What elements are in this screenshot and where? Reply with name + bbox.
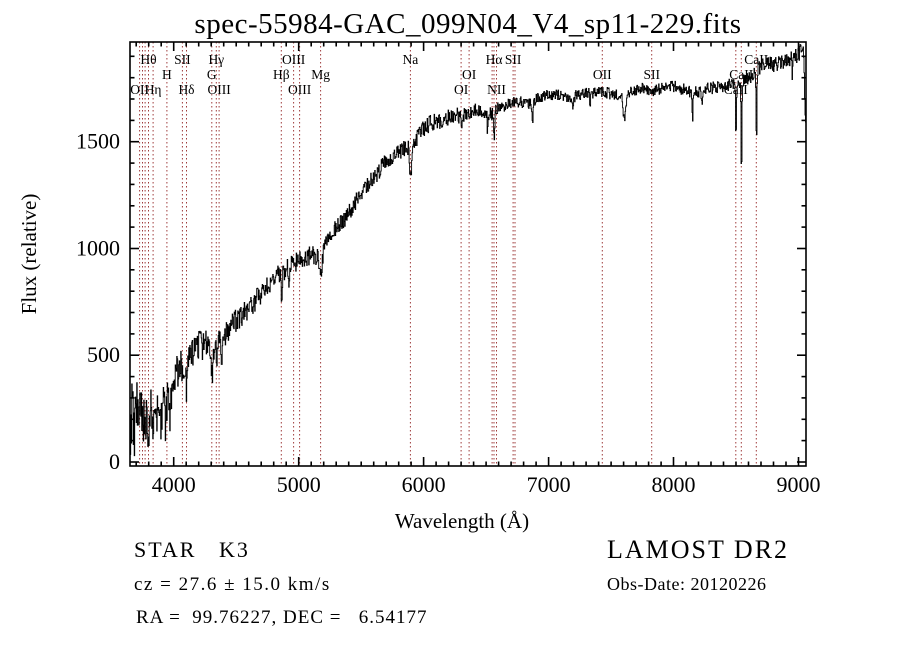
line-label: G: [207, 67, 217, 82]
line-label: Hδ: [178, 82, 194, 97]
line-label: SII: [174, 52, 191, 67]
x-tick-label: 5000: [277, 472, 321, 497]
y-tick-label: 1000: [76, 236, 120, 261]
spectral-line-labels: OIIHθHηHSIIHδGHγOIIIHβOIIIOIIIMgNaOIOIHα…: [130, 52, 769, 97]
x-axis-label: Wavelength (Å): [395, 509, 529, 533]
page-title: spec-55984-GAC_099N04_V4_sp11-229.fits: [194, 8, 742, 40]
ra-dec-text: RA = 99.76227, DEC = 6.54177: [136, 607, 428, 628]
line-label: OI: [454, 82, 469, 97]
line-label: SII: [505, 52, 522, 67]
line-label: CaII: [744, 52, 768, 67]
line-label: Na: [403, 52, 419, 67]
spectrum-line: [130, 44, 806, 457]
axes: [129, 41, 807, 467]
plot-frame: [129, 41, 807, 467]
x-tick-label: 9000: [777, 472, 821, 497]
y-axis-label: Flux (relative): [17, 194, 41, 315]
line-label: OIII: [288, 82, 312, 97]
x-tick-label: 8000: [652, 472, 696, 497]
line-label: OIII: [282, 52, 306, 67]
x-tick-label: 4000: [152, 472, 196, 497]
line-label: OII: [130, 82, 149, 97]
cz-velocity-text: cz = 27.6 ± 15.0 km/s: [134, 574, 331, 595]
x-tick-label: 6000: [402, 472, 446, 497]
y-tick-label: 1500: [76, 129, 120, 154]
x-tick-label: 7000: [527, 472, 571, 497]
line-label: OIII: [207, 82, 231, 97]
line-label: Hγ: [208, 52, 224, 67]
line-label: CaII: [724, 82, 748, 97]
line-label: Hα: [486, 52, 503, 67]
line-label: Hη: [145, 82, 162, 97]
line-label: H: [162, 67, 172, 82]
line-label: Hβ: [273, 67, 290, 82]
line-label: NII: [487, 82, 506, 97]
spectral-line-markers: [139, 42, 757, 466]
line-label: Hθ: [140, 52, 156, 67]
tick-labels: 4000 5000 6000 7000 8000 9000 0 500 1000 1500: [76, 129, 821, 497]
line-label: OII: [593, 67, 612, 82]
line-label: OI: [462, 67, 477, 82]
classification-text: STAR K3: [134, 537, 250, 562]
y-tick-label: 0: [109, 449, 120, 474]
survey-release-text: LAMOST DR2: [607, 535, 790, 564]
y-tick-label: 500: [87, 342, 120, 367]
obs-date-text: Obs-Date: 20120226: [607, 574, 767, 594]
line-label: CaII: [729, 67, 753, 82]
line-label: Mg: [311, 67, 330, 82]
line-label: SII: [643, 67, 660, 82]
